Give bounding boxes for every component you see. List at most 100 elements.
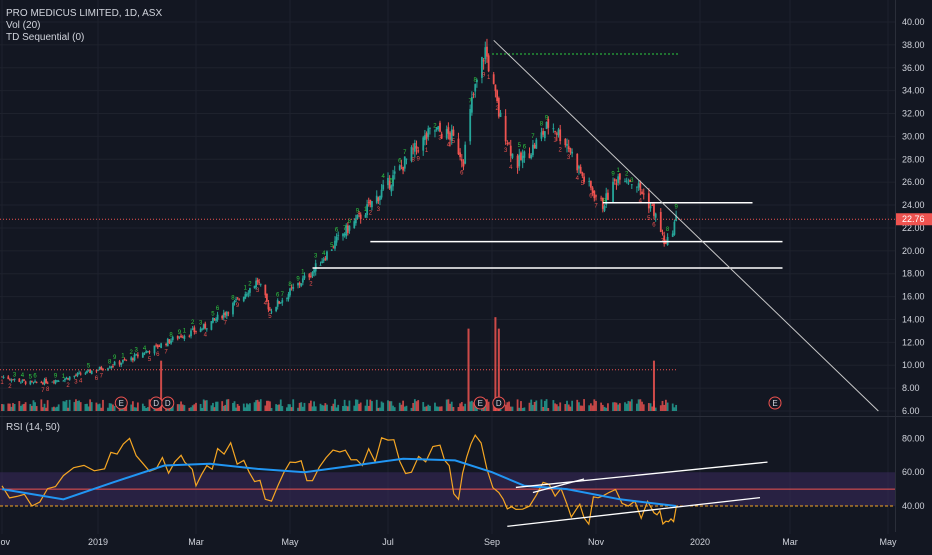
volume-bar: [278, 404, 281, 411]
volume-bar: [84, 404, 87, 411]
volume-bar: [286, 407, 288, 411]
td-count-label: 8: [348, 219, 352, 225]
candle-body: [346, 225, 349, 233]
volume-bar: [617, 404, 620, 411]
candle-body: [153, 345, 156, 354]
candle-body: [199, 328, 202, 332]
volume-bar: [612, 402, 614, 411]
candle-body: [110, 366, 113, 368]
candle-body: [625, 180, 628, 182]
volume-bar: [275, 404, 278, 411]
volume-bar: [146, 407, 149, 411]
candle-body: [450, 129, 453, 141]
volume-bar: [504, 404, 507, 411]
volume-bar: [566, 400, 568, 411]
volume-bar: [359, 402, 362, 411]
rsi-legend[interactable]: RSI (14, 50): [6, 422, 60, 433]
td-count-label: 5: [518, 143, 522, 149]
candle-body: [356, 214, 359, 219]
candle-body: [56, 380, 58, 382]
candle-body: [130, 357, 133, 361]
volume-bar: [46, 400, 49, 411]
candle-body: [32, 382, 35, 384]
volume-bar: [176, 404, 179, 411]
volume-bar: [639, 399, 642, 411]
volume-bar: [377, 407, 380, 411]
price-tick-label: 40.00: [902, 17, 925, 27]
last-price-label: 22.76: [902, 214, 925, 224]
volume-bar: [259, 399, 262, 411]
candle-body: [403, 156, 406, 169]
volume-bar: [666, 402, 669, 411]
candle-body: [398, 165, 401, 170]
candle-body: [380, 189, 383, 198]
volume-bar: [335, 407, 338, 411]
rsi-tick-label: 60.00: [902, 467, 925, 477]
td-count-label: 6: [216, 306, 220, 312]
volume-bar: [464, 403, 467, 411]
price-tick-label: 30.00: [902, 131, 925, 141]
candle-body: [543, 131, 546, 139]
candle-body: [523, 151, 526, 158]
volume-legend[interactable]: Vol (20): [6, 20, 41, 31]
td-count-label: 5: [211, 312, 215, 318]
td-count-label: 8: [666, 227, 670, 233]
time-tick-label: Nov: [588, 537, 605, 547]
volume-bar: [624, 402, 626, 411]
td-count-label: 9: [356, 208, 360, 214]
candle-body: [459, 152, 462, 158]
pane-divider[interactable]: [0, 416, 932, 417]
volume-bar: [309, 400, 312, 411]
price-tick-label: 22.00: [902, 223, 925, 233]
candle-body: [95, 370, 98, 372]
candle-body: [535, 139, 538, 149]
volume-bar: [462, 406, 465, 411]
symbol-legend[interactable]: PRO MEDICUS LIMITED, 1D, ASX: [6, 8, 163, 19]
volume-bar: [457, 407, 460, 411]
volume-bar: [62, 401, 65, 411]
volume-bar: [555, 404, 558, 411]
candle-body: [40, 382, 43, 384]
td-count-label: 3: [135, 348, 139, 354]
volume-bar: [629, 401, 631, 411]
td-count-label: 7: [343, 226, 347, 232]
candle-body: [412, 148, 415, 150]
candle-body: [506, 143, 509, 144]
volume-bar: [528, 402, 531, 411]
td-count-label: 4: [264, 301, 268, 307]
volume-bar: [253, 402, 256, 411]
candle-body: [564, 138, 567, 146]
td-count-label: 4: [79, 379, 83, 385]
volume-bar: [244, 407, 247, 411]
volume-bar: [607, 403, 609, 411]
td-sequential-legend[interactable]: TD Sequential (0): [6, 32, 85, 43]
td-count-label: 9: [113, 355, 117, 361]
candle-body: [73, 375, 76, 377]
volume-bar: [413, 399, 416, 411]
volume-bar: [1, 404, 3, 411]
volume-bar: [131, 401, 134, 411]
volume-bar: [412, 402, 415, 411]
volume-bar: [440, 406, 443, 411]
volume-bar: [353, 405, 356, 411]
time-tick-label: May: [879, 537, 897, 547]
volume-bar: [34, 402, 36, 411]
volume-bar: [348, 400, 351, 411]
earnings-event-icon: [114, 396, 128, 410]
volume-bar: [267, 400, 270, 411]
td-count-label: 2: [433, 123, 437, 129]
time-tick-label: Nov: [0, 537, 10, 547]
volume-bar: [578, 402, 580, 411]
volume-bar: [392, 405, 394, 411]
volume-bar: [29, 404, 32, 411]
candle-body: [494, 84, 497, 92]
volume-bar: [642, 404, 645, 411]
candle-body: [68, 376, 71, 380]
candle-body: [410, 147, 413, 162]
candle-body: [358, 212, 360, 214]
candle-body: [413, 143, 416, 152]
candle-body: [238, 299, 241, 301]
candle-body: [335, 236, 338, 243]
candle-body: [10, 380, 13, 382]
